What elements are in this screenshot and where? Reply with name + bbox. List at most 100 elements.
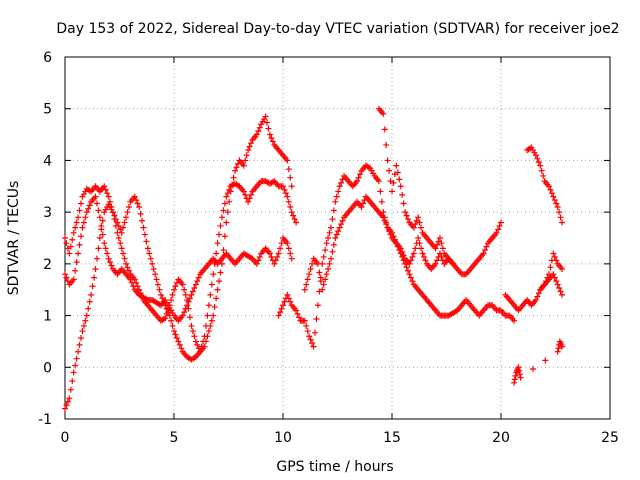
data-point [156, 286, 163, 293]
data-point [213, 250, 220, 257]
data-point [404, 267, 411, 274]
data-point [288, 255, 295, 262]
data-point [207, 291, 214, 298]
data-point [354, 178, 361, 185]
data-point [226, 198, 233, 205]
data-point [416, 240, 423, 247]
data-point [73, 355, 80, 362]
data-point [242, 191, 249, 198]
data-point [390, 233, 397, 240]
data-point [482, 247, 489, 254]
y-axis-label: SDTVAR / TECUs [6, 181, 22, 296]
data-point [80, 322, 87, 329]
series-trace-c [62, 193, 295, 324]
data-point [311, 329, 318, 336]
series-trace-d [275, 162, 504, 350]
x-axis-label: GPS time / hours [276, 459, 393, 475]
data-point [393, 240, 400, 247]
data-point [403, 212, 410, 219]
data-point [516, 367, 523, 374]
data-point [540, 172, 547, 179]
data-point [70, 229, 77, 236]
data-point [550, 250, 557, 257]
data-point [322, 247, 329, 254]
data-point [406, 271, 413, 278]
data-point [277, 309, 284, 316]
data-point [559, 291, 566, 298]
data-point [285, 245, 292, 252]
data-point [102, 245, 109, 252]
data-point [271, 260, 278, 267]
data-point [75, 250, 82, 257]
data-point [136, 203, 143, 210]
data-point [262, 113, 269, 120]
data-point [211, 303, 218, 310]
data-point [322, 276, 329, 283]
data-point [246, 143, 253, 150]
data-point [75, 214, 82, 221]
data-point [133, 197, 140, 204]
data-point [108, 262, 115, 269]
data-point [496, 222, 503, 229]
data-point [232, 167, 239, 174]
data-point [338, 179, 345, 186]
data-point [121, 255, 128, 262]
data-point [284, 193, 291, 200]
data-point [381, 217, 388, 224]
data-point [107, 259, 114, 266]
data-point [240, 162, 247, 169]
data-point [171, 328, 177, 335]
data-point [284, 157, 291, 164]
data-point [301, 317, 308, 324]
data-point [118, 245, 125, 252]
data-point [336, 183, 343, 190]
data-point [63, 402, 70, 409]
data-point [91, 274, 98, 281]
data-point [120, 250, 127, 257]
data-point [101, 240, 108, 247]
data-point [281, 298, 288, 305]
data-point [194, 278, 201, 285]
data-point [335, 228, 342, 235]
data-point [403, 264, 410, 271]
data-point [275, 312, 282, 319]
data-point [320, 253, 327, 260]
series-trace-g [502, 271, 566, 314]
data-point [535, 159, 542, 166]
data-point [266, 250, 273, 257]
data-point [293, 219, 300, 226]
data-point [192, 281, 199, 288]
data-point [306, 333, 313, 340]
y-tick-label: 2 [43, 257, 52, 273]
data-point [188, 322, 195, 329]
data-point [555, 345, 562, 352]
data-point [400, 257, 407, 264]
data-point [554, 348, 561, 355]
data-point [330, 241, 337, 248]
data-point [189, 328, 196, 335]
data-point [79, 328, 86, 335]
chart-title: Day 153 of 2022, Sidereal Day-to-day VTE… [56, 21, 619, 37]
data-point [230, 174, 237, 181]
data-point [213, 295, 220, 302]
data-point [418, 245, 425, 252]
data-point [326, 260, 333, 267]
data-point [378, 198, 385, 205]
data-point [120, 224, 127, 231]
data-point [83, 209, 90, 216]
data-point [208, 317, 215, 324]
data-point [266, 131, 273, 138]
data-point [284, 291, 291, 298]
data-point [557, 288, 564, 295]
data-point [220, 247, 227, 254]
data-point [434, 257, 441, 264]
data-point [223, 193, 230, 200]
data-point [532, 152, 539, 159]
data-point [255, 257, 262, 264]
data-point [163, 305, 170, 312]
data-point [182, 305, 189, 312]
data-point [99, 231, 106, 238]
series-trace-i [537, 250, 566, 293]
data-point [269, 138, 276, 145]
data-point [399, 191, 406, 198]
